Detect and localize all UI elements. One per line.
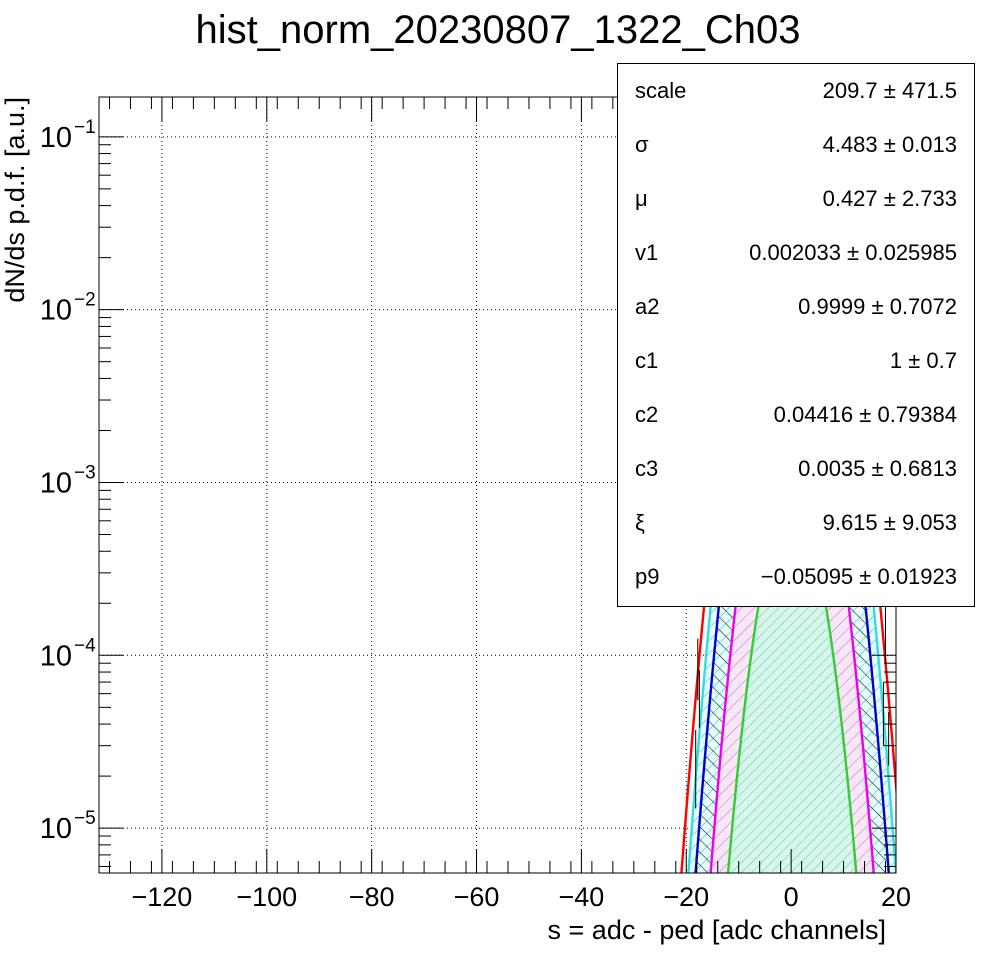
stats-param-name: ξ xyxy=(635,510,645,535)
stats-row: σ 4.483 ± 0.013 xyxy=(618,118,974,172)
series-fill-5 xyxy=(728,504,857,873)
stats-row: c1 1 ± 0.7 xyxy=(618,334,974,388)
stats-param-name: scale xyxy=(635,78,687,103)
x-tick-label: −100 xyxy=(236,882,297,912)
y-tick-exponent: −4 xyxy=(74,635,96,656)
y-tick-exponent: −2 xyxy=(74,290,96,311)
stats-row: c3 0.0035 ± 0.6813 xyxy=(618,442,974,496)
stats-param-name: c1 xyxy=(635,348,659,373)
stats-param-name: a2 xyxy=(635,294,660,319)
stats-param-name: μ xyxy=(635,186,648,211)
x-axis-label: s = adc - ped [adc channels] xyxy=(548,915,886,945)
y-tick-exponent: −5 xyxy=(74,808,96,829)
stats-param-value: 0.002033 ± 0.025985 xyxy=(749,240,957,265)
stats-param-value: 0.427 ± 2.733 xyxy=(822,186,957,211)
stats-row: p9 −0.05095 ± 0.01923 xyxy=(618,550,974,604)
y-tick-exponent: −3 xyxy=(74,462,96,483)
stats-param-value: 9.615 ± 9.053 xyxy=(822,510,957,535)
stats-row: a2 0.9999 ± 0.7072 xyxy=(618,280,974,334)
x-tick-label: −120 xyxy=(132,882,193,912)
stats-param-name: c3 xyxy=(635,456,659,481)
stats-param-value: 209.7 ± 471.5 xyxy=(822,78,957,103)
x-tick-label: −80 xyxy=(349,882,395,912)
x-tick-label: −60 xyxy=(454,882,500,912)
stats-param-value: 4.483 ± 0.013 xyxy=(822,132,957,157)
stats-param-value: 0.9999 ± 0.7072 xyxy=(798,294,957,319)
stats-param-name: σ xyxy=(635,132,649,157)
y-tick-label: 10 xyxy=(40,295,72,327)
x-tick-label: 20 xyxy=(881,882,911,912)
chart-title: hist_norm_20230807_1322_Ch03 xyxy=(195,8,801,52)
stats-param-value: 1 ± 0.7 xyxy=(889,348,957,373)
y-tick-label: 10 xyxy=(40,467,72,499)
stats-param-value: −0.05095 ± 0.01923 xyxy=(760,564,957,589)
stats-row: μ 0.427 ± 2.733 xyxy=(618,172,974,226)
y-axis-label: dN/ds p.d.f. [a.u.] xyxy=(0,97,30,303)
stats-box: scale 209.7 ± 471.5 σ 4.483 ± 0.013 μ 0.427 ±… xyxy=(617,63,975,607)
stats-param-name: c2 xyxy=(635,402,659,427)
stats-param-name: p9 xyxy=(635,564,660,589)
stats-param-name: v1 xyxy=(635,240,659,265)
x-tick-label: −20 xyxy=(663,882,709,912)
stats-param-value: 0.04416 ± 0.79384 xyxy=(773,402,957,427)
stats-row: c2 0.04416 ± 0.79384 xyxy=(618,388,974,442)
stats-row: ξ 9.615 ± 9.053 xyxy=(618,496,974,550)
y-tick-label: 10 xyxy=(40,813,72,845)
y-tick-exponent: −1 xyxy=(74,117,96,138)
stats-param-value: 0.0035 ± 0.6813 xyxy=(798,456,957,481)
y-tick-label: 10 xyxy=(40,122,72,154)
y-tick-label: 10 xyxy=(40,640,72,672)
x-tick-label: 0 xyxy=(784,882,799,912)
stats-row: v1 0.002033 ± 0.025985 xyxy=(618,226,974,280)
x-tick-label: −40 xyxy=(558,882,604,912)
stats-row: scale 209.7 ± 471.5 xyxy=(618,64,974,118)
